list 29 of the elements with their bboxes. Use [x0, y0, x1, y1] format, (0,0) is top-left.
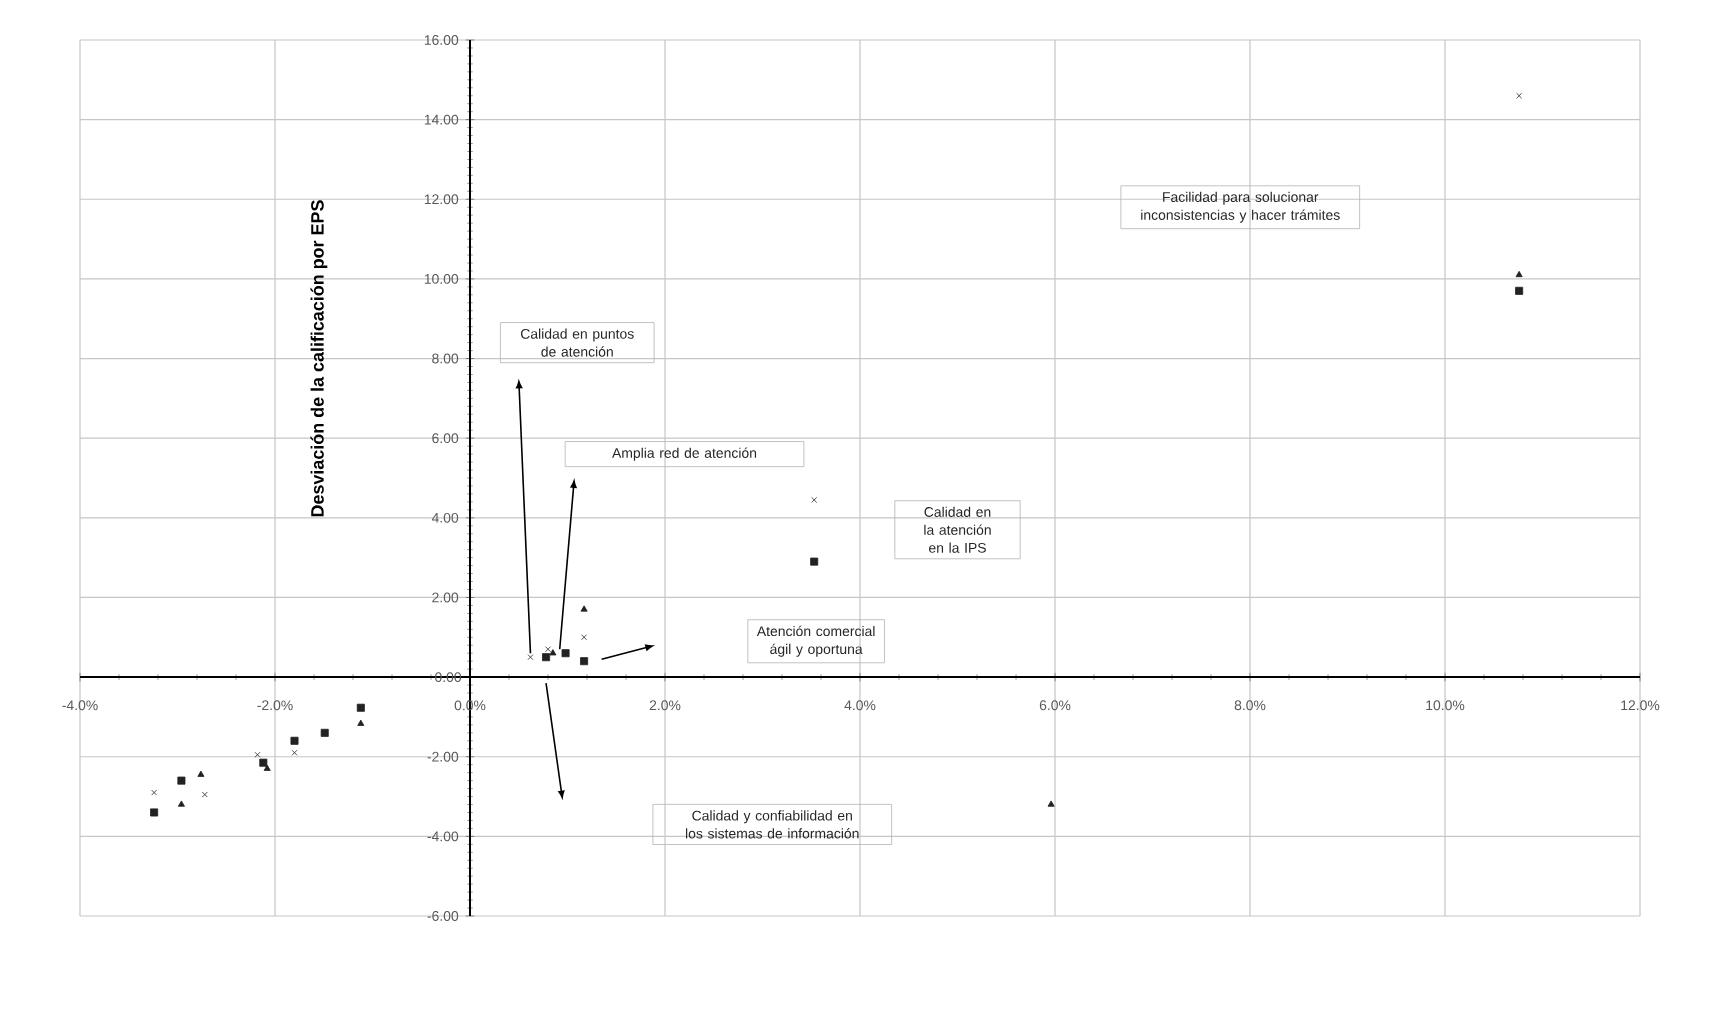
point [542, 653, 551, 662]
point [290, 736, 299, 745]
point [580, 657, 589, 666]
point [320, 728, 329, 737]
point [357, 719, 365, 726]
point [811, 496, 818, 503]
point [263, 764, 271, 771]
point [527, 654, 534, 661]
point [1047, 800, 1055, 807]
point [1515, 286, 1524, 295]
point [581, 634, 588, 641]
point [259, 758, 268, 767]
point [197, 770, 205, 777]
point [1515, 270, 1523, 278]
point [810, 557, 819, 566]
point [291, 749, 298, 756]
point [549, 649, 557, 656]
point [151, 789, 158, 796]
point [254, 751, 261, 758]
point [356, 703, 365, 712]
point [201, 791, 208, 798]
point [561, 649, 570, 658]
point [177, 776, 186, 785]
point [545, 646, 551, 653]
point [177, 800, 185, 807]
point [1516, 92, 1523, 99]
point [150, 808, 159, 817]
y-axis-title: Desviación de la calificación por EPS [310, 200, 328, 517]
point [580, 605, 588, 612]
